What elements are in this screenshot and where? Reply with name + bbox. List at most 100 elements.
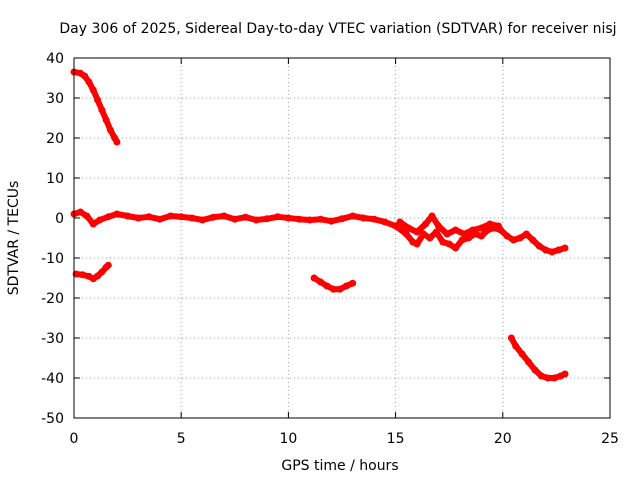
y-tick-label: 40 [46,51,64,67]
data-point [349,279,357,287]
data-point [452,226,460,234]
y-tick-label: -10 [41,251,64,267]
data-point [98,106,106,114]
data-point [274,213,282,221]
y-tick-label: 0 [55,211,64,227]
data-point [167,212,174,220]
data-point [445,240,453,248]
plot-frame [73,57,611,419]
data-point [145,213,153,221]
data-point [535,242,543,250]
data-point [96,216,104,224]
data-point [503,232,511,240]
y-tick-label: -30 [41,331,64,347]
chart-title: Day 306 of 2025, Sidereal Day-to-day VTE… [59,21,616,37]
data-point [561,244,569,252]
data-point [525,358,532,366]
data-point [177,213,185,221]
data-point [89,220,97,228]
data-point [349,212,357,220]
data-point [443,230,451,238]
data-point [89,86,97,94]
data-point [428,212,436,220]
data-point [460,230,468,238]
data-point [477,232,485,240]
data-point [76,208,84,216]
data-point [396,218,404,226]
x-axis-label: GPS time / hours [281,458,398,474]
data-point [342,282,350,290]
data-point [79,271,87,279]
data-point [209,213,217,221]
x-tick-label: 0 [70,431,79,447]
y-tick-label: -20 [41,291,64,307]
data-point [134,214,142,222]
data-point [295,215,303,223]
y-tick-label: -50 [41,411,64,427]
data-point [317,215,325,223]
data-point [94,96,102,104]
axis-ticks: 0 5 10 15 20 25 -50 -40 -30 -20 -10 0 10 20 30 40 [41,51,619,447]
data-point [329,285,337,293]
y-tick-label: 30 [46,91,64,107]
data-point [548,248,556,256]
data-point [432,228,440,236]
data-point [518,350,526,358]
data-point [156,215,164,223]
data-point [85,78,93,86]
data-point [561,370,569,378]
data-point [555,246,562,254]
data-point [102,116,110,124]
data-point [512,342,520,350]
data-point [405,224,412,232]
data-point [106,126,114,134]
data-point [510,236,517,244]
data-point [495,222,502,230]
data-point [542,246,550,254]
data-series [70,68,569,382]
y-tick-label: 10 [46,171,64,187]
data-point [124,212,132,220]
data-point [507,334,515,342]
x-tick-label: 10 [279,431,297,447]
data-point [359,214,367,222]
data-point [336,285,344,293]
data-point [310,274,318,282]
data-point [242,213,249,221]
data-point [231,215,239,223]
data-point [317,278,325,286]
data-point [529,236,537,244]
data-point [522,230,530,238]
x-tick-label: 25 [601,431,619,447]
data-point [284,214,292,222]
data-point [113,138,121,146]
data-point [477,224,485,232]
data-point [413,240,421,248]
data-point [537,372,545,380]
data-point [199,216,207,224]
data-point [413,228,421,236]
data-point [439,238,447,246]
x-tick-label: 15 [387,431,405,447]
data-point [426,234,434,242]
data-point [458,236,466,244]
data-point [98,268,106,276]
x-tick-label: 5 [177,431,186,447]
data-point [338,215,346,223]
data-point [420,230,427,238]
data-point [486,220,494,228]
data-point [370,215,378,223]
data-point [306,216,314,224]
data-point [220,212,228,220]
series-arc-20-23 [508,335,568,381]
data-point [81,72,89,80]
data-point [263,215,271,223]
data-point [422,220,430,228]
data-point [104,213,112,221]
data-point [435,222,442,230]
y-tick-label: 20 [46,131,64,147]
data-point [327,217,335,225]
data-point [469,226,477,234]
data-point [516,234,524,242]
data-point [402,230,410,238]
